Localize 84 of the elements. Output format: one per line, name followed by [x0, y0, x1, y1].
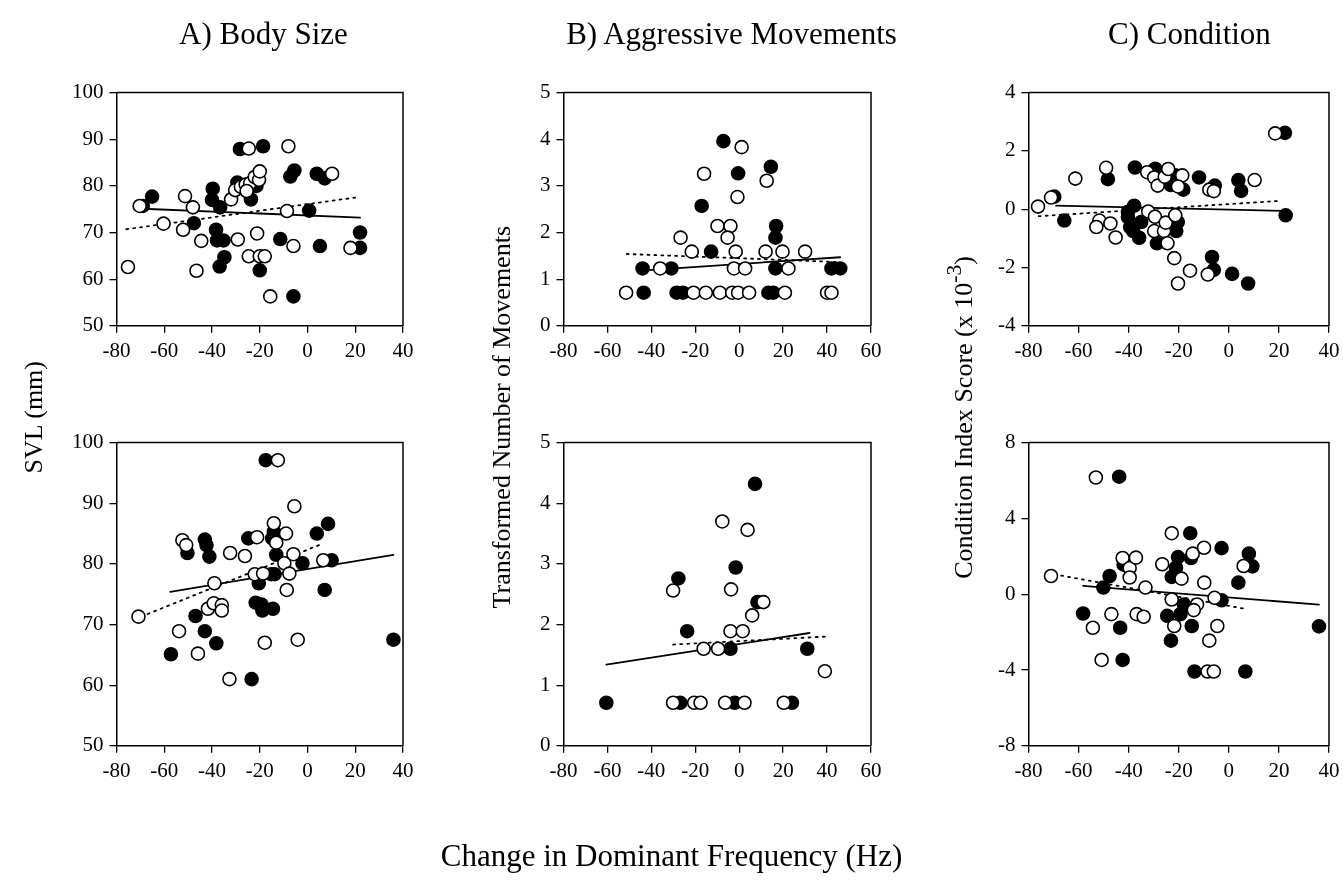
x-tick-label: 60 — [860, 757, 882, 782]
x-tick-label: 40 — [816, 337, 838, 362]
x-tick-label: 40 — [392, 337, 414, 362]
x-tick-label: -60 — [593, 757, 622, 782]
x-tick-label: -80 — [549, 757, 578, 782]
y-tick-label: 0 — [540, 732, 551, 757]
y-tick-label: 80 — [82, 550, 104, 575]
x-tick-label: -40 — [1114, 337, 1143, 362]
x-tick-label: 20 — [344, 757, 366, 782]
chart-title: A) Body Size — [178, 16, 349, 52]
x-tick-label: -80 — [102, 757, 131, 782]
y-tick-label: 90 — [82, 125, 104, 150]
y-tick-label: 1 — [540, 671, 551, 696]
y-tick-label: 5 — [540, 429, 551, 454]
y-tick-label: 70 — [82, 219, 104, 244]
y-axis-title: SVL (mm) — [19, 360, 49, 474]
x-tick-label: 0 — [1223, 757, 1235, 782]
y-tick-label: 5 — [540, 79, 551, 104]
x-tick-label: 0 — [302, 757, 313, 782]
y-tick-label: 100 — [72, 79, 104, 104]
x-tick-label: -60 — [1064, 757, 1093, 782]
y-tick-label: 60 — [82, 671, 104, 696]
y-tick-label: 0 — [540, 312, 551, 337]
y-tick-label: -2 — [997, 254, 1016, 279]
y-tick-label: 2 — [540, 219, 551, 244]
x-tick-label: -20 — [1164, 757, 1193, 782]
y-axis-title: Transformed Number of Movements — [487, 225, 517, 609]
x-tick-label: 40 — [1318, 337, 1340, 362]
x-axis-title: Change in Dominant Frequency (Hz) — [439, 838, 904, 874]
x-tick-label: -40 — [637, 757, 666, 782]
x-tick-label: 0 — [733, 757, 745, 782]
y-tick-label: 3 — [540, 550, 551, 575]
x-tick-label: -20 — [245, 337, 274, 362]
x-tick-label: -40 — [637, 337, 666, 362]
y-tick-label: 90 — [82, 489, 104, 514]
x-tick-label: 20 — [772, 337, 794, 362]
y-tick-label: 50 — [82, 312, 104, 337]
x-tick-label: -60 — [593, 337, 622, 362]
y-tick-label: -4 — [997, 312, 1016, 337]
x-tick-label: -20 — [681, 757, 710, 782]
y-tick-label: 0 — [1004, 195, 1016, 220]
x-tick-label: 0 — [733, 337, 745, 362]
x-tick-label: -80 — [549, 337, 578, 362]
y-tick-label: 2 — [1004, 137, 1016, 162]
x-tick-label: -80 — [102, 337, 131, 362]
x-tick-label: -20 — [1164, 337, 1193, 362]
x-tick-label: 60 — [860, 337, 882, 362]
y-tick-label: 4 — [1004, 79, 1016, 104]
x-tick-label: 40 — [392, 757, 414, 782]
x-tick-label: -40 — [198, 757, 226, 782]
x-tick-label: -60 — [150, 757, 179, 782]
chart-title: B) Aggressive Movements — [565, 16, 898, 52]
x-tick-label: -60 — [1064, 337, 1093, 362]
x-tick-label: -60 — [150, 337, 179, 362]
y-tick-label: 60 — [82, 265, 104, 290]
x-tick-label: 40 — [1318, 757, 1340, 782]
chart-title: C) Condition — [1107, 16, 1272, 52]
x-tick-label: -20 — [681, 337, 710, 362]
y-tick-label: 4 — [540, 125, 551, 150]
x-tick-label: -80 — [1014, 337, 1043, 362]
y-tick-label: 1 — [540, 265, 551, 290]
x-tick-label: -20 — [245, 757, 274, 782]
y-tick-label: 0 — [1004, 580, 1016, 605]
y-tick-label: 3 — [540, 172, 551, 197]
x-tick-label: 0 — [302, 337, 313, 362]
x-tick-label: 0 — [1223, 337, 1235, 362]
y-tick-label: 80 — [82, 172, 104, 197]
x-tick-label: -40 — [198, 337, 226, 362]
x-tick-label: 20 — [1268, 337, 1290, 362]
x-tick-label: 20 — [772, 757, 794, 782]
y-tick-label: 2 — [540, 611, 551, 636]
y-tick-label: 50 — [82, 732, 104, 757]
y-tick-label: 4 — [1004, 504, 1016, 529]
x-tick-label: 40 — [816, 757, 838, 782]
x-tick-label: 20 — [1268, 757, 1290, 782]
y-tick-label: -4 — [997, 656, 1016, 681]
x-tick-label: -40 — [1114, 757, 1143, 782]
x-tick-label: 20 — [344, 337, 366, 362]
y-tick-label: 100 — [72, 429, 104, 454]
y-tick-label: -8 — [997, 732, 1016, 757]
y-tick-label: 8 — [1004, 429, 1016, 454]
x-tick-label: -80 — [1014, 757, 1043, 782]
y-tick-label: 4 — [540, 489, 551, 514]
y-tick-label: 70 — [82, 611, 104, 636]
